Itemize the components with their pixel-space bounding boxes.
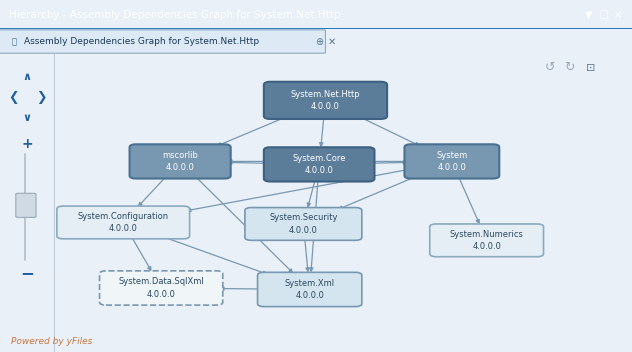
Text: Powered by yFiles: Powered by yFiles xyxy=(11,337,93,346)
FancyBboxPatch shape xyxy=(264,82,387,119)
FancyBboxPatch shape xyxy=(16,193,36,218)
Text: ❮: ❮ xyxy=(9,91,19,104)
FancyBboxPatch shape xyxy=(257,272,362,307)
Text: ↺: ↺ xyxy=(545,61,555,74)
Text: System.Security
4.0.0.0: System.Security 4.0.0.0 xyxy=(269,213,337,235)
FancyBboxPatch shape xyxy=(404,144,499,178)
Text: System.Configuration
4.0.0.0: System.Configuration 4.0.0.0 xyxy=(78,212,169,233)
FancyBboxPatch shape xyxy=(130,144,231,178)
Text: Assembly Dependencies Graph for System.Net.Http: Assembly Dependencies Graph for System.N… xyxy=(24,37,259,46)
Text: 🗋: 🗋 xyxy=(11,37,16,46)
Text: System.Core
4.0.0.0: System.Core 4.0.0.0 xyxy=(293,153,346,175)
Text: ▼: ▼ xyxy=(585,10,593,20)
FancyBboxPatch shape xyxy=(430,224,544,257)
Text: ❑: ❑ xyxy=(599,10,608,20)
Text: ↻: ↻ xyxy=(564,61,574,74)
Text: mscorlib
4.0.0.0: mscorlib 4.0.0.0 xyxy=(162,151,198,172)
Text: Hierarchy - Assembly Dependencies Graph for System.Net.Http: Hierarchy - Assembly Dependencies Graph … xyxy=(9,10,341,20)
FancyBboxPatch shape xyxy=(264,147,374,182)
Text: System.Xml
4.0.0.0: System.Xml 4.0.0.0 xyxy=(284,279,335,300)
Text: System.Net.Http
4.0.0.0: System.Net.Http 4.0.0.0 xyxy=(291,90,360,111)
Text: ⊡: ⊡ xyxy=(586,63,595,73)
Text: ∧: ∧ xyxy=(23,71,32,82)
FancyBboxPatch shape xyxy=(57,206,190,239)
Text: −: − xyxy=(20,264,34,282)
Text: ⊕: ⊕ xyxy=(315,37,323,46)
FancyBboxPatch shape xyxy=(0,30,325,53)
Text: +: + xyxy=(21,137,33,151)
Text: ❯: ❯ xyxy=(37,91,47,104)
Text: ✕: ✕ xyxy=(614,10,622,20)
Text: System.Data.SqlXml
4.0.0.0: System.Data.SqlXml 4.0.0.0 xyxy=(118,277,204,299)
Text: ✕: ✕ xyxy=(328,37,336,46)
Text: System
4.0.0.0: System 4.0.0.0 xyxy=(436,151,468,172)
FancyBboxPatch shape xyxy=(100,271,222,305)
Text: ∨: ∨ xyxy=(23,113,32,123)
FancyBboxPatch shape xyxy=(245,208,362,240)
Text: System.Numerics
4.0.0.0: System.Numerics 4.0.0.0 xyxy=(450,230,523,251)
